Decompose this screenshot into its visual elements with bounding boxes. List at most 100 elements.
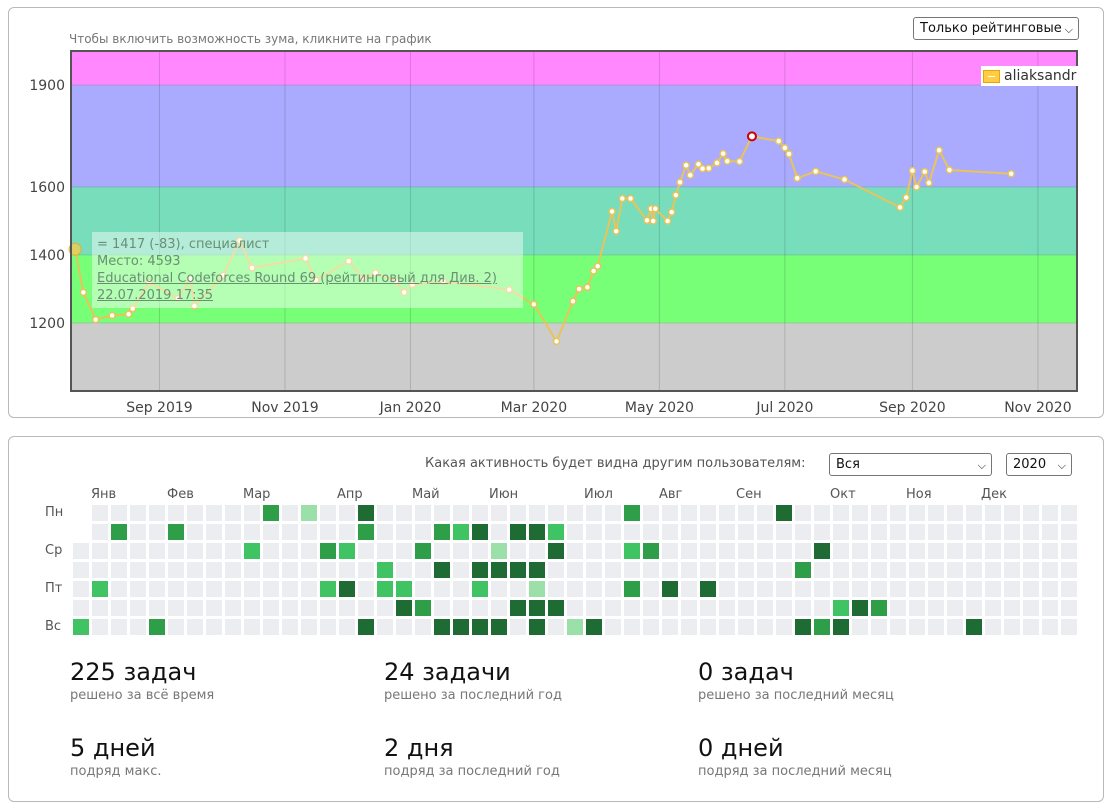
activity-cell[interactable] [206, 505, 222, 521]
activity-cell[interactable] [320, 562, 336, 578]
activity-cell[interactable] [1061, 543, 1077, 559]
activity-cell[interactable] [1061, 524, 1077, 540]
activity-cell[interactable] [624, 562, 640, 578]
activity-cell[interactable] [358, 619, 374, 635]
activity-cell[interactable] [187, 562, 203, 578]
activity-cell[interactable] [871, 581, 887, 597]
activity-cell[interactable] [1042, 581, 1058, 597]
activity-cell[interactable] [1023, 562, 1039, 578]
activity-cell[interactable] [453, 524, 469, 540]
activity-cell[interactable] [168, 581, 184, 597]
activity-cell[interactable] [567, 524, 583, 540]
activity-cell[interactable] [415, 619, 431, 635]
activity-cell[interactable] [73, 600, 89, 616]
activity-cell[interactable] [643, 505, 659, 521]
activity-cell[interactable] [776, 562, 792, 578]
activity-cell[interactable] [415, 600, 431, 616]
activity-cell[interactable] [434, 543, 450, 559]
activity-cell[interactable] [909, 524, 925, 540]
activity-cell[interactable] [757, 581, 773, 597]
activity-cell[interactable] [130, 581, 146, 597]
activity-cell[interactable] [339, 619, 355, 635]
activity-cell[interactable] [92, 543, 108, 559]
activity-cell[interactable] [586, 619, 602, 635]
activity-cell[interactable] [757, 600, 773, 616]
activity-cell[interactable] [1042, 505, 1058, 521]
activity-cell[interactable] [187, 600, 203, 616]
activity-cell[interactable] [738, 562, 754, 578]
activity-cell[interactable] [1061, 600, 1077, 616]
activity-cell[interactable] [795, 619, 811, 635]
activity-cell[interactable] [1004, 600, 1020, 616]
activity-cell[interactable] [263, 581, 279, 597]
activity-cell[interactable] [928, 505, 944, 521]
activity-cell[interactable] [320, 524, 336, 540]
activity-cell[interactable] [415, 505, 431, 521]
activity-cell[interactable] [491, 524, 507, 540]
activity-cell[interactable] [244, 543, 260, 559]
activity-cell[interactable] [149, 543, 165, 559]
activity-cell[interactable] [377, 581, 393, 597]
activity-cell[interactable] [453, 619, 469, 635]
activity-cell[interactable] [833, 581, 849, 597]
activity-cell[interactable] [168, 524, 184, 540]
activity-cell[interactable] [491, 562, 507, 578]
activity-cell[interactable] [73, 581, 89, 597]
activity-cell[interactable] [852, 619, 868, 635]
activity-cell[interactable] [377, 524, 393, 540]
activity-cell[interactable] [282, 581, 298, 597]
activity-cell[interactable] [586, 600, 602, 616]
activity-cell[interactable] [415, 524, 431, 540]
activity-cell[interactable] [985, 581, 1001, 597]
tooltip-contest-link[interactable]: Educational Codeforces Round 69 (рейтинг… [97, 271, 497, 286]
activity-cell[interactable] [92, 600, 108, 616]
activity-cell[interactable] [320, 600, 336, 616]
activity-cell[interactable] [700, 543, 716, 559]
activity-cell[interactable] [947, 619, 963, 635]
activity-cell[interactable] [662, 619, 678, 635]
activity-cell[interactable] [643, 543, 659, 559]
activity-cell[interactable] [1061, 619, 1077, 635]
activity-cell[interactable] [985, 524, 1001, 540]
activity-cell[interactable] [890, 505, 906, 521]
activity-cell[interactable] [1061, 562, 1077, 578]
visibility-select[interactable]: Вся ⌵ [829, 453, 992, 476]
activity-cell[interactable] [529, 505, 545, 521]
activity-cell[interactable] [244, 562, 260, 578]
activity-cell[interactable] [206, 524, 222, 540]
activity-cell[interactable] [567, 543, 583, 559]
activity-cell[interactable] [377, 505, 393, 521]
activity-cell[interactable] [472, 619, 488, 635]
activity-cell[interactable] [852, 543, 868, 559]
activity-cell[interactable] [985, 505, 1001, 521]
activity-cell[interactable] [700, 505, 716, 521]
activity-cell[interactable] [1023, 600, 1039, 616]
activity-cell[interactable] [567, 562, 583, 578]
activity-cell[interactable] [168, 562, 184, 578]
activity-cell[interactable] [168, 543, 184, 559]
activity-cell[interactable] [168, 600, 184, 616]
activity-cell[interactable] [92, 505, 108, 521]
activity-cell[interactable] [643, 524, 659, 540]
activity-cell[interactable] [795, 562, 811, 578]
activity-cell[interactable] [491, 619, 507, 635]
activity-cell[interactable] [738, 505, 754, 521]
activity-cell[interactable] [567, 600, 583, 616]
activity-cell[interactable] [263, 619, 279, 635]
activity-cell[interactable] [225, 524, 241, 540]
activity-cell[interactable] [377, 543, 393, 559]
activity-cell[interactable] [871, 524, 887, 540]
activity-cell[interactable] [947, 581, 963, 597]
activity-cell[interactable] [928, 524, 944, 540]
activity-cell[interactable] [130, 543, 146, 559]
activity-cell[interactable] [605, 524, 621, 540]
activity-cell[interactable] [643, 600, 659, 616]
activity-cell[interactable] [985, 600, 1001, 616]
activity-cell[interactable] [814, 619, 830, 635]
activity-cell[interactable] [339, 600, 355, 616]
activity-cell[interactable] [1023, 543, 1039, 559]
activity-cell[interactable] [130, 600, 146, 616]
activity-cell[interactable] [244, 505, 260, 521]
activity-cell[interactable] [244, 524, 260, 540]
activity-cell[interactable] [282, 619, 298, 635]
